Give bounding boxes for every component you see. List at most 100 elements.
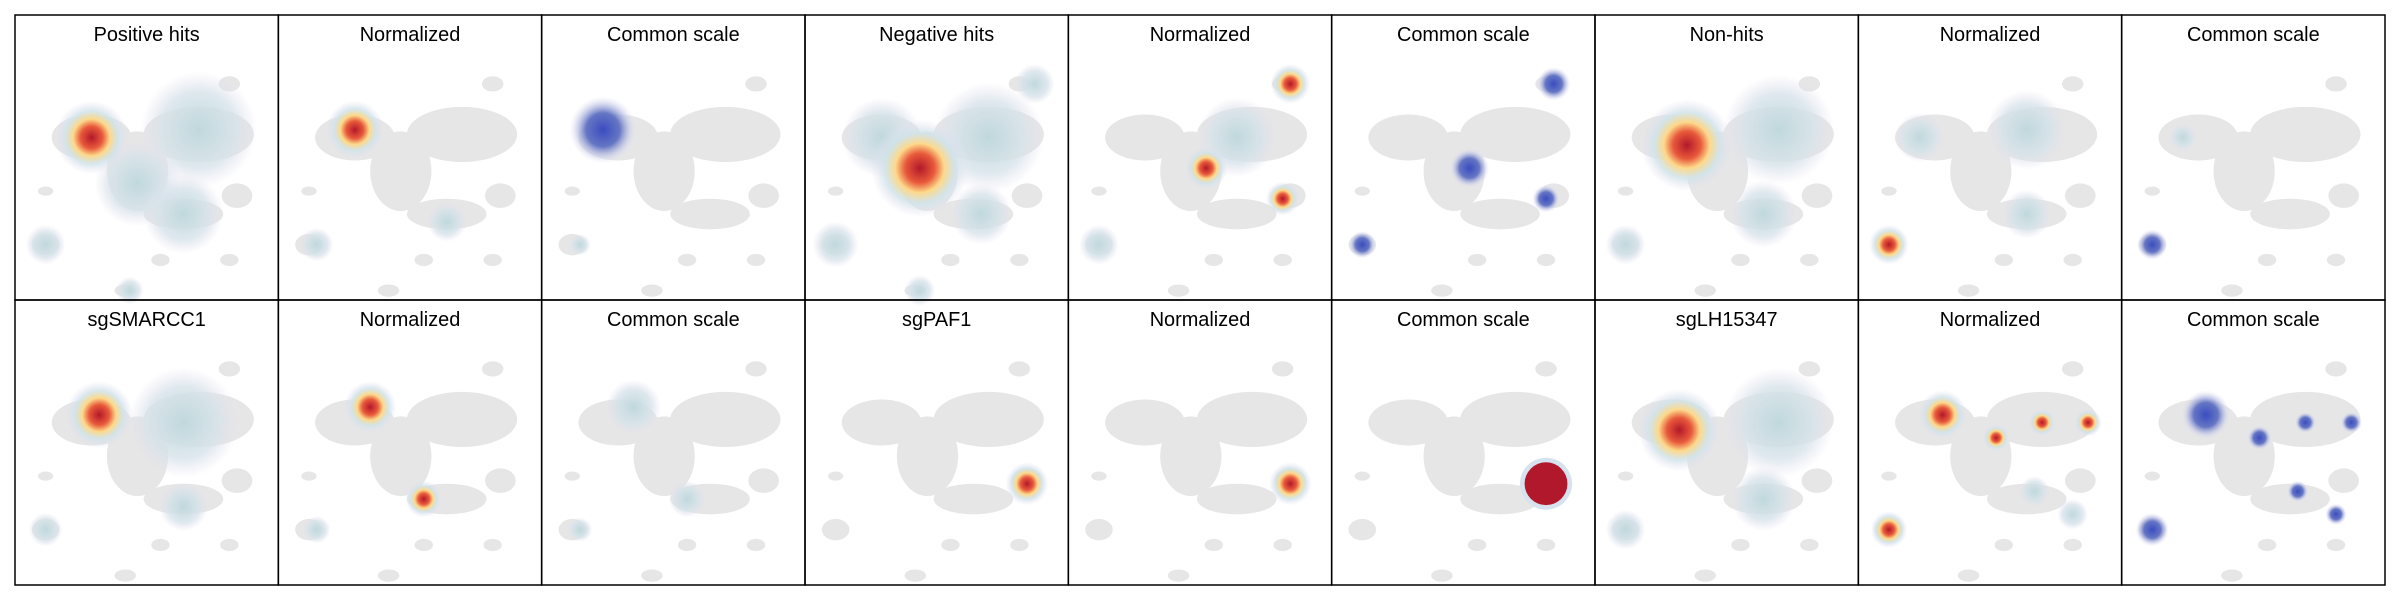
density-spot (1982, 424, 2010, 452)
density-spot (2169, 123, 2197, 152)
panel: Common scale (2136, 24, 2361, 297)
density-spot (2057, 499, 2088, 530)
density-spot (344, 381, 397, 434)
density-spot (1079, 224, 1119, 265)
panel-title: Common scale (607, 24, 740, 46)
density-spot (1918, 390, 1968, 440)
panel: Common scale (1348, 309, 1573, 582)
density-spot (325, 100, 384, 159)
density-spot (158, 482, 208, 532)
panel: Positive hits (25, 24, 257, 305)
panel: Normalized (1869, 24, 2098, 297)
panel-title: Common scale (1397, 24, 1530, 46)
density-spot (904, 275, 936, 306)
panel-title: sgPAF1 (902, 309, 971, 331)
density-spot (1532, 184, 1560, 213)
panel-title: Non-hits (1690, 24, 1764, 46)
panel-title: Positive hits (94, 24, 200, 46)
density-spot (668, 480, 706, 518)
density-spot (1184, 146, 1228, 190)
panel-title: Normalized (1150, 24, 1251, 46)
panel-title: Negative hits (879, 24, 994, 46)
embedding-background (295, 76, 518, 297)
panel-title: Common scale (2187, 309, 2320, 331)
density-spot (1723, 74, 1834, 185)
density-spot (950, 183, 1012, 245)
density-spot (54, 100, 129, 175)
density-spot (2287, 480, 2309, 503)
panel-title: Normalized (360, 24, 461, 46)
panel-title: Normalized (360, 309, 461, 331)
density-spot (65, 381, 133, 449)
panel: Non-hits (1605, 24, 1834, 297)
panel: Normalized (295, 309, 518, 582)
density-spot (1640, 99, 1733, 192)
density-spot (1723, 367, 1834, 478)
density-spot (1605, 224, 1646, 265)
density-spot (2028, 408, 2056, 437)
density-spot (812, 221, 859, 268)
embedding-background (1875, 361, 2098, 582)
embedding-background (2138, 76, 2361, 297)
panel-title: Normalized (1940, 309, 2041, 331)
density-spot (1895, 112, 1945, 162)
density-spot (1986, 90, 2067, 170)
density-spot (1536, 67, 1571, 101)
density-spot (143, 174, 224, 254)
density-spot (405, 480, 443, 518)
panel-title: Common scale (2187, 24, 2320, 46)
density-spot (2002, 189, 2052, 239)
panel: sgPAF1 (821, 309, 1049, 582)
panel-border (2120, 299, 2386, 586)
density-spot (1729, 180, 1798, 248)
density-spot (1014, 63, 1055, 104)
density-spot (605, 379, 662, 435)
density-spot (426, 201, 467, 242)
density-spot (569, 233, 591, 256)
density-spot (128, 367, 239, 478)
density-spot (1270, 63, 1311, 104)
panel-title: Normalized (1150, 309, 1251, 331)
embedding-background (1875, 76, 2098, 297)
density-spot (2247, 425, 2272, 451)
density-spot (870, 119, 969, 218)
density-spot (1605, 509, 1646, 550)
panel-title: sgSMARCC1 (88, 309, 206, 331)
density-spot (1449, 148, 1490, 189)
embedding-background (558, 361, 781, 582)
density-spot (2181, 390, 2231, 440)
panel: Common scale (2135, 309, 2363, 582)
density-spot (28, 512, 63, 547)
density-spot (1870, 511, 1908, 549)
density-spot (2019, 476, 2050, 507)
panel: Normalized (1085, 309, 1312, 582)
embedding-background (2138, 361, 2361, 582)
density-spot (1731, 466, 1796, 532)
panel: sgLH15347 (1605, 309, 1834, 582)
panel: Normalized (1870, 309, 2102, 582)
density-spot (2325, 503, 2347, 526)
density-spot (302, 515, 331, 544)
density-spot (1268, 462, 1312, 506)
density-spot (1637, 388, 1721, 472)
density-spot (569, 96, 637, 164)
density-spot (1524, 462, 1568, 506)
panel-title: Normalized (1940, 24, 2041, 46)
density-spot (2294, 411, 2317, 434)
density-spot (1005, 462, 1049, 506)
density-spot (116, 276, 144, 305)
density-spot (2135, 512, 2170, 547)
density-spot (1348, 230, 1377, 259)
panel: Normalized (295, 24, 518, 297)
density-spot (1265, 181, 1300, 216)
panel-title: Common scale (607, 309, 740, 331)
panel: Common scale (1348, 24, 1571, 297)
panel: Normalized (1079, 24, 1311, 297)
panel: Negative hits (812, 24, 1055, 306)
density-spot (2340, 411, 2363, 434)
panel-title: sgLH15347 (1676, 309, 1778, 331)
density-spot (2136, 229, 2168, 260)
panel-title: Common scale (1397, 309, 1530, 331)
embedding-background (295, 361, 518, 582)
density-spot (2074, 408, 2102, 437)
